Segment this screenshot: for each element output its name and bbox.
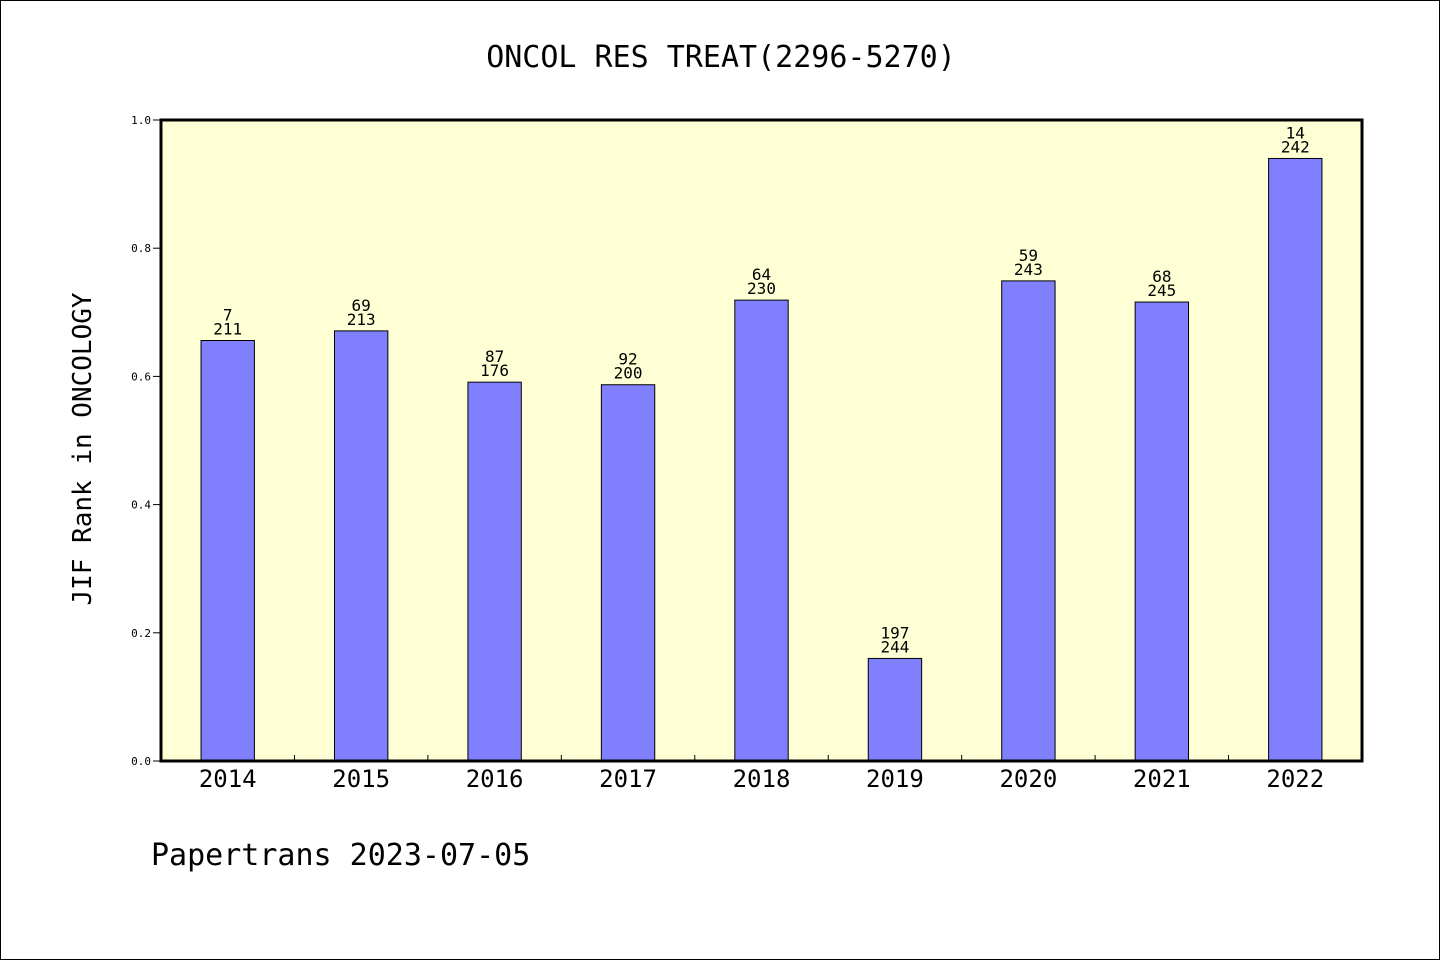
bar-rank-label-2022: 14 — [1286, 123, 1305, 142]
x-tick-label-2014: 2014 — [199, 765, 257, 793]
bar-2018 — [734, 299, 789, 762]
x-tick-label-2019: 2019 — [866, 765, 924, 793]
y-tick-label-0.8: 0.8 — [131, 242, 151, 255]
bar-rank-label-2014: 7 — [223, 306, 233, 325]
y-tick-label-0.0: 0.0 — [131, 755, 151, 768]
bar-total-label-2014: 211 — [213, 320, 242, 339]
bar-2016 — [467, 381, 522, 762]
y-tick-label-0.4: 0.4 — [131, 499, 151, 512]
bar-2019 — [867, 657, 923, 762]
y-tick-label-0.6: 0.6 — [131, 370, 151, 383]
bar-total-label-2022: 242 — [1281, 137, 1310, 156]
bar-rank-label-2017: 92 — [618, 350, 637, 369]
bar-rank-label-2021: 68 — [1152, 267, 1171, 286]
chart-title: ONCOL RES TREAT(2296-5270) — [486, 40, 956, 75]
bar-total-label-2017: 200 — [614, 364, 643, 383]
x-tick-label-2016: 2016 — [466, 765, 524, 793]
bar-rank-label-2020: 59 — [1019, 246, 1038, 265]
plot-border — [159, 118, 1364, 763]
x-tick-label-2022: 2022 — [1266, 765, 1324, 793]
x-tick-label-2017: 2017 — [599, 765, 657, 793]
bar-2021 — [1134, 301, 1190, 762]
bar-2020 — [1001, 280, 1056, 762]
bar-2014 — [200, 340, 255, 762]
bar-total-label-2015: 213 — [347, 310, 376, 329]
x-tick-label-2021: 2021 — [1133, 765, 1191, 793]
bar-total-label-2018: 230 — [747, 279, 776, 298]
bar-2022 — [1268, 157, 1323, 762]
bar-total-label-2016: 176 — [480, 361, 509, 380]
bar-rank-label-2019: 197 — [880, 623, 909, 642]
bar-rank-label-2015: 69 — [352, 296, 371, 315]
y-axis-label: JIF Rank in ONCOLOGY — [68, 292, 98, 605]
bar-2017 — [600, 384, 656, 762]
bar-2015 — [333, 330, 389, 762]
x-tick-labels: 2014 2015 2016 2017 2018 2019 2020 2021 2022 — [199, 755, 1324, 793]
x-tick-label-2018: 2018 — [733, 765, 791, 793]
x-tick-label-2020: 2020 — [999, 765, 1057, 793]
y-tick-label-1.0: 1.0 — [131, 114, 151, 127]
bar-total-label-2019: 244 — [880, 637, 909, 656]
y-tick-labels: 0.0 0.2 0.4 0.6 0.8 1.0 — [131, 114, 161, 768]
footer-text: Papertrans 2023-07-05 — [151, 838, 530, 873]
x-tick-label-2015: 2015 — [332, 765, 390, 793]
bar-total-label-2021: 245 — [1147, 281, 1176, 300]
y-tick-label-0.2: 0.2 — [131, 627, 151, 640]
bar-rank-label-2016: 87 — [485, 347, 504, 366]
bar-total-label-2020: 243 — [1014, 260, 1043, 279]
bar-rank-label-2018: 64 — [752, 265, 771, 284]
